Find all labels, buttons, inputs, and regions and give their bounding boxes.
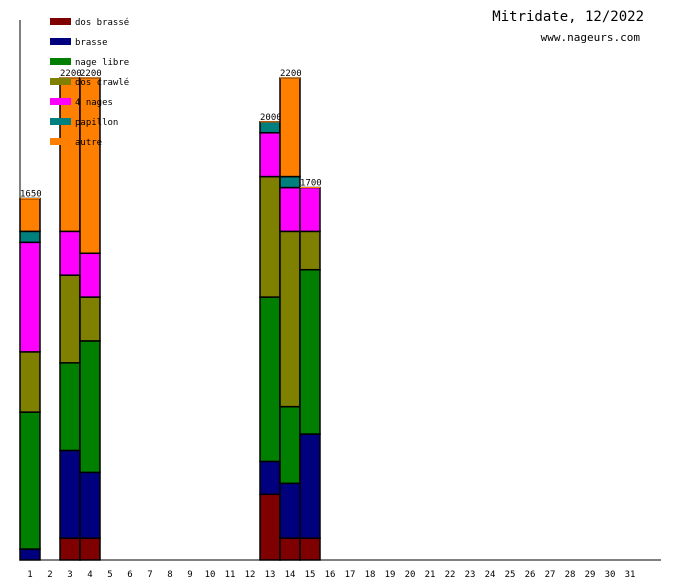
bar-segment-day3-brasse (59, 449, 81, 539)
x-tick-label-20: 20 (405, 570, 416, 580)
x-tick-label-26: 26 (525, 570, 536, 580)
legend-swatch-dos-brassé (50, 18, 71, 25)
legend-label-brasse: brasse (75, 38, 108, 48)
x-tick-label-27: 27 (545, 570, 556, 580)
bar-segment-day13-4-nages (259, 132, 281, 178)
bar-segment-day1-papillon (19, 230, 41, 244)
x-tick-label-14: 14 (285, 570, 296, 580)
bar-segment-day14-brasse (279, 482, 301, 539)
bar-segment-day13-dos-crawlé (259, 175, 281, 298)
legend-swatch-autre (50, 138, 71, 145)
legend-swatch-brasse (50, 38, 71, 45)
x-tick-label-18: 18 (365, 570, 376, 580)
total-label-day1: 1650 (20, 190, 42, 200)
bar-segment-day14-dos-crawlé (279, 230, 301, 408)
bar-segment-day13-brasse (259, 460, 281, 496)
x-tick-label-21: 21 (425, 570, 436, 580)
x-tick-label-30: 30 (605, 570, 616, 580)
total-label-day4: 2200 (80, 69, 102, 79)
x-tick-label-22: 22 (445, 570, 456, 580)
x-tick-label-5: 5 (107, 570, 112, 580)
chart-subtitle: www.nageurs.com (540, 31, 640, 44)
legend-label-4-nages: 4 nages (75, 98, 113, 108)
legend-swatch-papillon (50, 118, 71, 125)
bar-segment-day3-nage-libre (59, 362, 81, 452)
total-label-day15: 1700 (300, 179, 322, 189)
x-tick-label-17: 17 (345, 570, 356, 580)
bar-segment-day15-4-nages (299, 186, 321, 233)
x-tick-label-2: 2 (47, 570, 52, 580)
bar-segment-day4-nage-libre (79, 340, 101, 474)
legend-swatch-dos-crawlé (50, 78, 71, 85)
bar-segment-day3-dos-crawlé (59, 274, 81, 364)
legend-label-nage-libre: nage libre (75, 58, 129, 68)
x-tick-label-7: 7 (147, 570, 152, 580)
bar-segment-day1-brasse (19, 548, 41, 561)
bar-segment-day14-papillon (279, 175, 301, 189)
x-tick-label-31: 31 (625, 570, 636, 580)
x-tick-label-8: 8 (167, 570, 172, 580)
legend-label-papillon: papillon (75, 118, 118, 128)
x-tick-label-23: 23 (465, 570, 476, 580)
x-tick-label-29: 29 (585, 570, 596, 580)
x-tick-label-10: 10 (205, 570, 216, 580)
bar-segment-day15-nage-libre (299, 268, 321, 435)
x-tick-label-25: 25 (505, 570, 516, 580)
x-tick-label-16: 16 (325, 570, 336, 580)
legend-label-dos-crawlé: dos crawlé (75, 77, 129, 88)
x-tick-label-24: 24 (485, 570, 496, 580)
chart-title: Mitridate, 12/2022 (492, 9, 644, 25)
bar-segment-day4-4-nages (79, 252, 101, 298)
bar-segment-day1-4-nages (19, 241, 41, 353)
bar-segment-day14-dos-brassé (279, 537, 301, 561)
bar-segment-day14-nage-libre (279, 405, 301, 485)
bar-segment-day13-dos-brassé (259, 493, 281, 561)
x-tick-label-11: 11 (225, 570, 236, 580)
x-tick-label-12: 12 (245, 570, 256, 580)
total-label-day14: 2200 (280, 69, 302, 79)
bar-segment-day15-dos-brassé (299, 537, 321, 561)
bar-segment-day3-4-nages (59, 230, 81, 276)
x-tick-label-13: 13 (265, 570, 276, 580)
bar-segment-day3-dos-brassé (59, 537, 81, 561)
bar-segment-day13-nage-libre (259, 296, 281, 463)
bar-segment-day15-dos-crawlé (299, 230, 321, 271)
x-tick-label-6: 6 (127, 570, 132, 580)
total-label-day13: 2000 (260, 113, 282, 123)
x-tick-label-19: 19 (385, 570, 396, 580)
bar-segment-day1-autre (19, 197, 41, 233)
bar-segment-day14-autre (279, 77, 301, 178)
bar-segment-day4-dos-crawlé (79, 296, 101, 342)
legend-label-dos-brassé: dos brassé (75, 17, 129, 28)
legend-swatch-4-nages (50, 98, 71, 105)
x-tick-label-9: 9 (187, 570, 192, 580)
legend-label-autre: autre (75, 138, 102, 148)
bar-segment-day15-brasse (299, 433, 321, 539)
legend-swatch-nage-libre (50, 58, 71, 65)
x-tick-label-3: 3 (67, 570, 72, 580)
x-tick-label-4: 4 (87, 570, 92, 580)
x-tick-label-1: 1 (27, 570, 32, 580)
x-tick-label-15: 15 (305, 570, 316, 580)
total-label-day3: 2200 (60, 69, 82, 79)
bar-segment-day4-brasse (79, 471, 101, 539)
bar-segment-day1-nage-libre (19, 411, 41, 550)
bar-segment-day4-dos-brassé (79, 537, 101, 561)
x-tick-label-28: 28 (565, 570, 576, 580)
bar-segment-day1-dos-crawlé (19, 351, 41, 413)
bar-segment-day13-papillon (259, 121, 281, 134)
bar-segment-day14-4-nages (279, 186, 301, 233)
